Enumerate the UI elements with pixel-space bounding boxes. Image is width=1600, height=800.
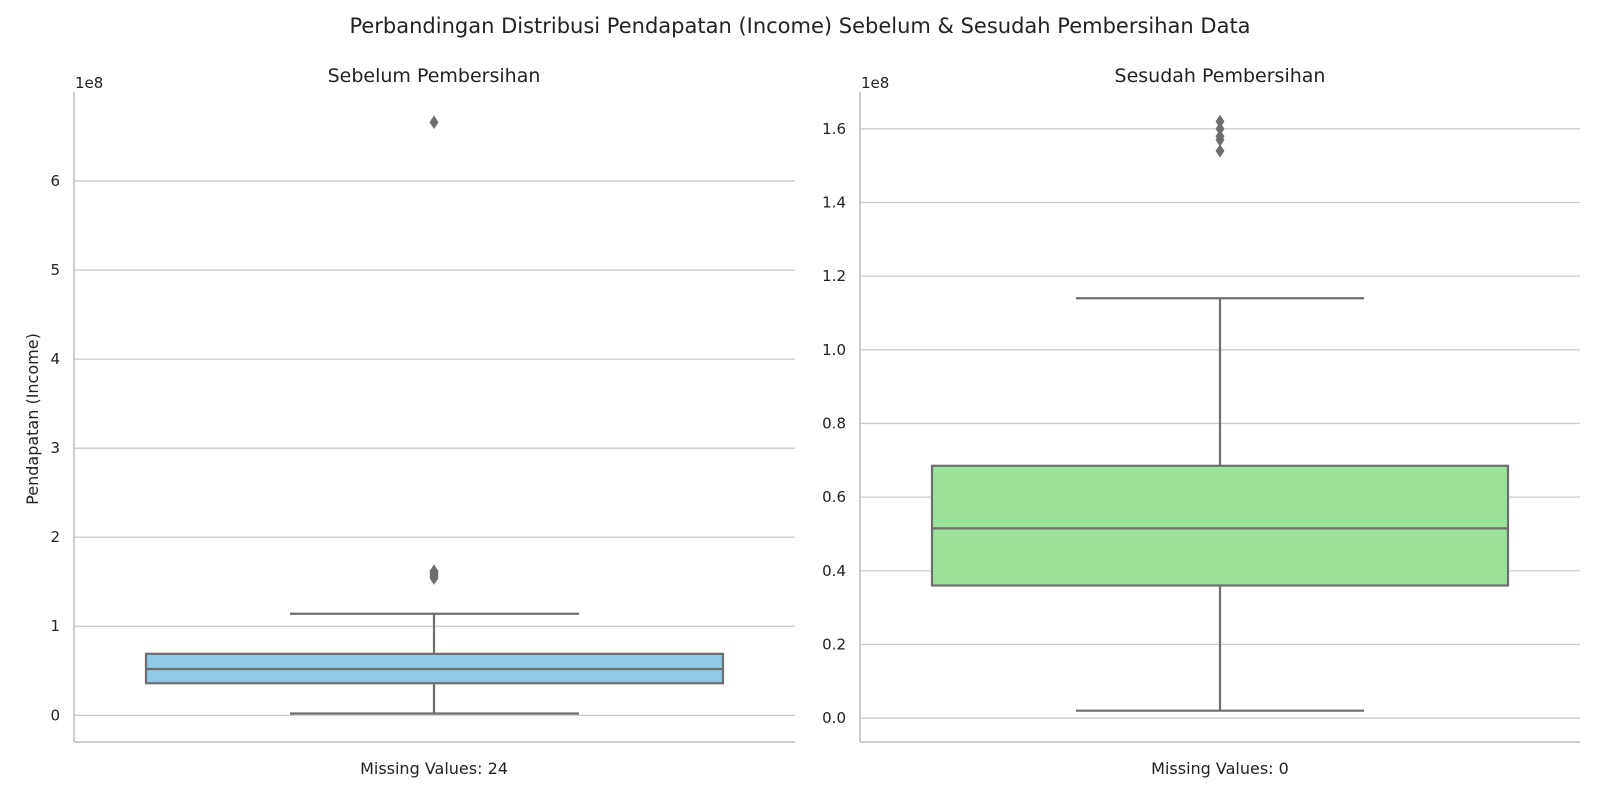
panel-title: Sebelum Pembersihan [328, 65, 541, 87]
y-tick-label: 1.2 [822, 267, 846, 285]
outlier-point [1215, 114, 1225, 129]
iqr-box [930, 464, 1510, 587]
y-tick-label: 6 [50, 172, 60, 190]
y-tick-label: 1.4 [822, 193, 846, 211]
outlier-point [1215, 144, 1225, 158]
axis-multiplier: 1e8 [861, 74, 889, 92]
panel-title: Sesudah Pembersihan [1115, 65, 1326, 87]
y-tick-label: 0.8 [822, 414, 846, 432]
x-axis-label: Missing Values: 0 [1151, 759, 1289, 778]
y-tick-label: 0.4 [822, 562, 846, 580]
panel-after-cleaning: Sesudah Pembersihan 1e8 Missing Values: … [822, 65, 1580, 778]
y-tick-label: 2 [50, 528, 60, 546]
outlier-point [1215, 129, 1225, 143]
axis-multiplier: 1e8 [75, 74, 103, 92]
y-tick-label: 0.6 [822, 488, 846, 506]
x-axis-label: Missing Values: 24 [360, 759, 508, 778]
outlier-point [429, 564, 439, 578]
y-tick-label: 1.6 [822, 120, 846, 138]
y-tick-label: 0 [50, 706, 60, 724]
y-tick-label: 5 [50, 261, 60, 279]
outlier-point [429, 115, 439, 129]
y-tick-label: 0.0 [822, 709, 846, 727]
panel-before-cleaning: Sebelum Pembersihan 1e8 Pendapatan (Inco… [23, 65, 795, 778]
y-tick-label: 1 [50, 617, 60, 635]
y-tick-label: 1.0 [822, 341, 846, 359]
y-tick-label: 0.2 [822, 635, 846, 653]
y-tick-label: 3 [50, 439, 60, 457]
figure-title: Perbandingan Distribusi Pendapatan (Inco… [349, 14, 1250, 38]
y-tick-label: 4 [50, 350, 60, 368]
outlier-point [1215, 122, 1225, 136]
y-axis-label: Pendapatan (Income) [23, 333, 42, 505]
